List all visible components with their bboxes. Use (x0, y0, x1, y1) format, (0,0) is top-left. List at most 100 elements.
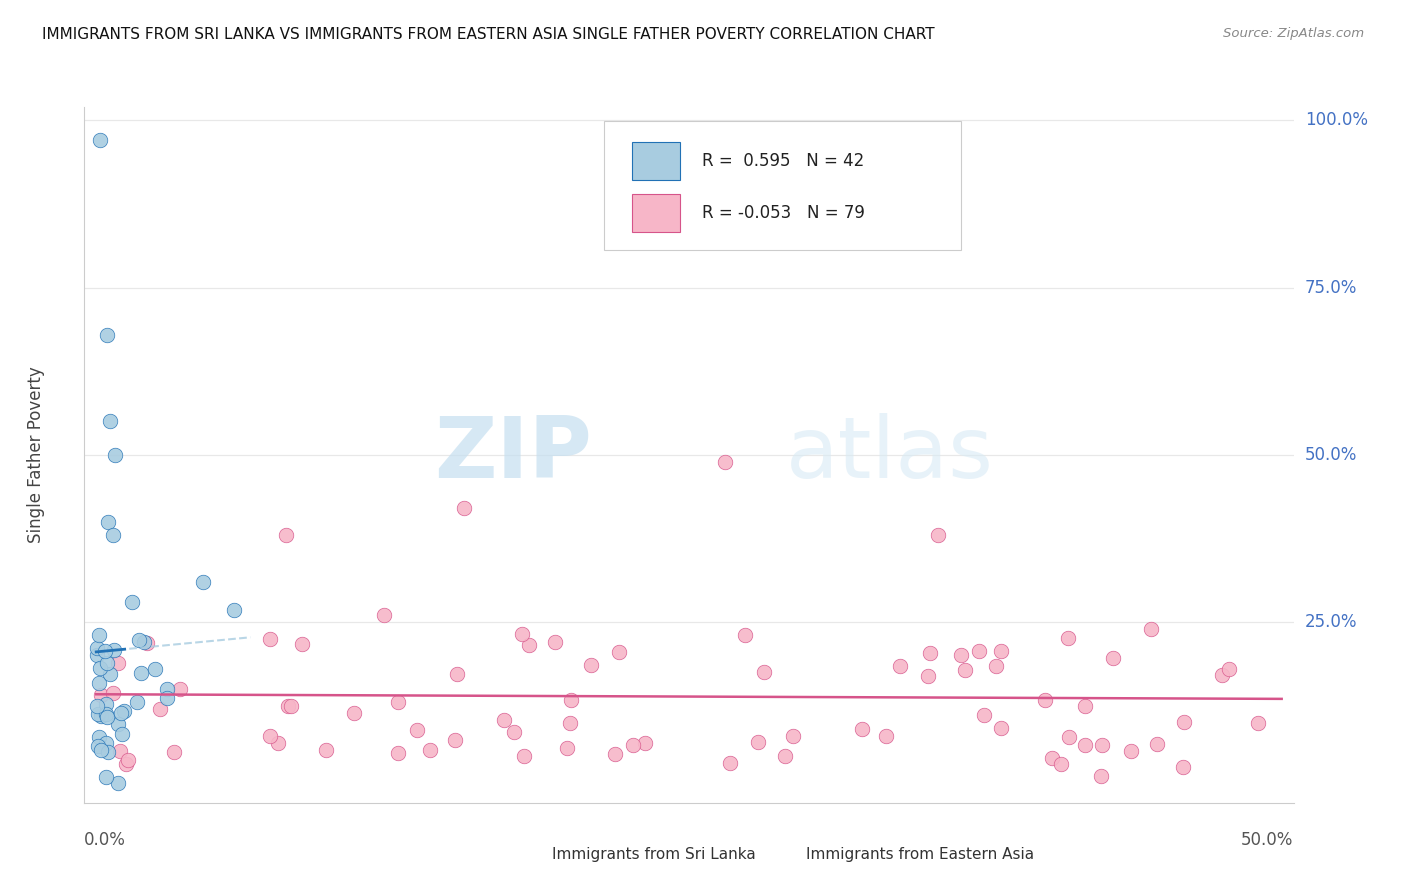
Text: Immigrants from Sri Lanka: Immigrants from Sri Lanka (553, 847, 756, 863)
Point (984, 659, 1007, 673)
Point (100, 414, 122, 429)
Point (373, 607, 395, 622)
Point (1057, 631, 1080, 645)
Point (135, 636, 157, 650)
FancyBboxPatch shape (605, 121, 962, 250)
Point (1146, 737, 1168, 751)
Point (513, 749, 536, 764)
Point (89, 661, 111, 675)
FancyBboxPatch shape (633, 194, 681, 232)
Text: 50.0%: 50.0% (1241, 830, 1294, 848)
Text: Source: ZipAtlas.com: Source: ZipAtlas.com (1223, 27, 1364, 40)
Point (267, 735, 290, 749)
Point (86, 706, 108, 721)
Point (406, 723, 429, 738)
Point (94, 770, 117, 784)
Point (94, 697, 117, 711)
Point (259, 632, 281, 646)
Point (1119, 744, 1142, 758)
Text: R =  0.595   N = 42: R = 0.595 N = 42 (702, 152, 865, 170)
Point (444, 732, 467, 747)
Point (145, 662, 167, 676)
Point (163, 745, 186, 759)
Point (87, 628, 110, 642)
Point (87, 739, 110, 753)
Point (544, 635, 567, 649)
Text: 0.0%: 0.0% (84, 830, 127, 848)
Point (713, 455, 735, 469)
Point (96, 657, 118, 671)
Text: 50.0%: 50.0% (1305, 446, 1357, 464)
Point (103, 642, 125, 657)
Point (127, 694, 149, 708)
Point (117, 753, 139, 767)
Point (96, 736, 118, 750)
Text: IMMIGRANTS FROM SRI LANKA VS IMMIGRANTS FROM EASTERN ASIA SINGLE FATHER POVERTY : IMMIGRANTS FROM SRI LANKA VS IMMIGRANTS … (42, 27, 935, 42)
Point (718, 756, 741, 770)
Point (419, 743, 441, 757)
Point (1040, 751, 1063, 765)
Point (259, 729, 281, 743)
Point (1090, 769, 1112, 783)
Point (1049, 756, 1071, 771)
FancyBboxPatch shape (508, 845, 538, 865)
Point (96, 710, 118, 724)
Point (1173, 714, 1195, 729)
Point (555, 741, 578, 756)
Point (86, 648, 108, 663)
Point (111, 726, 134, 740)
Point (89, 134, 111, 148)
Point (990, 721, 1012, 735)
Point (110, 706, 132, 721)
Point (87, 676, 110, 690)
FancyBboxPatch shape (633, 142, 681, 180)
Point (96, 706, 118, 721)
Point (86, 641, 108, 656)
Text: ZIP: ZIP (434, 413, 592, 497)
Text: 25.0%: 25.0% (1305, 613, 1357, 632)
Point (169, 681, 191, 696)
Point (560, 715, 582, 730)
Point (104, 448, 127, 462)
Point (1073, 738, 1095, 752)
Text: R = -0.053   N = 79: R = -0.053 N = 79 (702, 204, 865, 222)
Point (949, 648, 972, 662)
Point (1057, 730, 1080, 744)
Point (96, 327, 118, 342)
Point (101, 528, 124, 542)
Point (953, 663, 976, 677)
Text: 75.0%: 75.0% (1305, 278, 1357, 297)
Point (990, 644, 1012, 658)
Point (156, 681, 179, 696)
Point (510, 626, 533, 640)
Point (579, 657, 602, 672)
Point (387, 695, 409, 709)
Point (492, 713, 515, 727)
Point (129, 666, 152, 681)
Point (446, 667, 468, 681)
Point (86, 698, 108, 713)
Point (274, 528, 297, 542)
Point (128, 633, 150, 648)
Point (973, 708, 995, 723)
Point (90, 709, 112, 723)
Point (94, 644, 117, 658)
Text: 100.0%: 100.0% (1305, 112, 1368, 129)
Point (1073, 699, 1095, 714)
Point (875, 729, 897, 743)
Point (752, 665, 775, 679)
Point (114, 756, 136, 771)
Point (734, 627, 756, 641)
FancyBboxPatch shape (762, 845, 792, 865)
Point (453, 501, 475, 516)
Point (917, 669, 939, 683)
Point (918, 646, 941, 660)
Point (222, 602, 245, 616)
Point (1218, 662, 1240, 676)
Text: Single Father Poverty: Single Father Poverty (27, 367, 45, 543)
Point (775, 749, 797, 764)
Point (132, 635, 155, 649)
Point (90, 743, 112, 757)
Point (621, 738, 644, 752)
Point (1211, 667, 1233, 681)
